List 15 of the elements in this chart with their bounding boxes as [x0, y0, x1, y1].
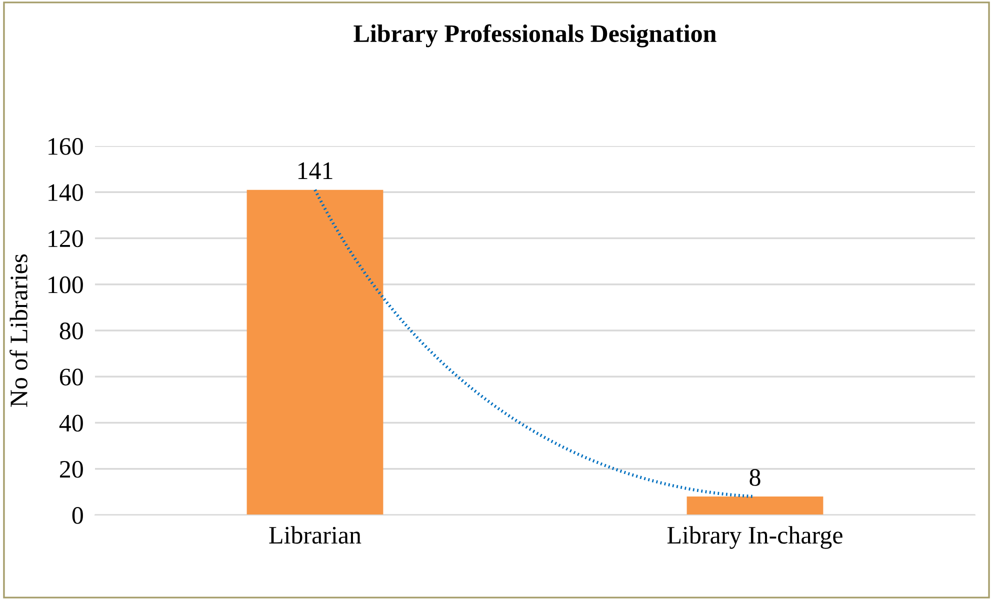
y-tick-label: 0 [72, 507, 83, 524]
y-tick-label: 60 [60, 368, 83, 386]
data-label: 8 [750, 469, 760, 486]
y-tick-label: 40 [59, 414, 83, 432]
y-tick-label: 140 [48, 184, 83, 202]
chart-title: Library Professionals Designation [354, 24, 716, 48]
y-tick-label: 160 [48, 138, 83, 155]
y-tick-label: 20 [60, 460, 83, 478]
y-tick-label: 100 [48, 276, 83, 294]
y-tick-label: 120 [48, 230, 83, 248]
y-tick-label: 80 [60, 322, 83, 340]
x-tick-label: Librarian [269, 526, 362, 544]
x-tick-label: Library In-charge [667, 526, 842, 549]
data-label: 141 [298, 162, 332, 179]
y-axis-title: No of Libraries [10, 254, 28, 407]
